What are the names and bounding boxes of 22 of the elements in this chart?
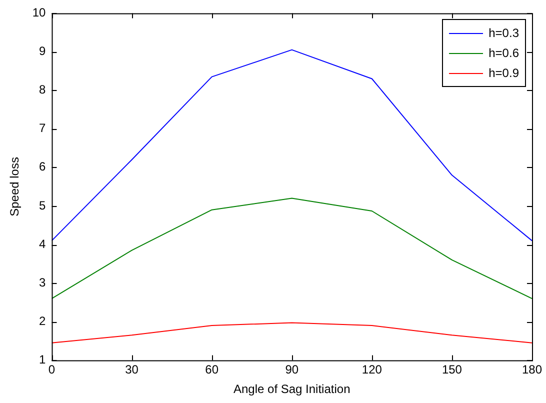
y-tick-label: 4 — [39, 236, 46, 251]
y-tick-label: 3 — [39, 275, 46, 290]
x-tick-label: 30 — [125, 362, 139, 377]
x-tick-label: 120 — [362, 362, 382, 377]
legend-label: h=0.3 — [488, 26, 519, 40]
x-tick-label: 150 — [442, 362, 462, 377]
x-tick-label: 180 — [522, 362, 542, 377]
y-tick-label: 10 — [32, 6, 46, 20]
y-tick-label: 2 — [39, 314, 46, 328]
x-tick-label: 60 — [205, 362, 219, 377]
x-axis-title: Angle of Sag Initiation — [234, 382, 350, 396]
legend-label: h=0.9 — [488, 66, 519, 80]
y-tick-label: 5 — [39, 198, 46, 212]
y-tick-label: 6 — [39, 160, 46, 174]
y-tick-label: 9 — [39, 44, 46, 58]
y-axis-title: Speed loss — [8, 157, 22, 216]
x-tick-label: 0 — [48, 362, 56, 377]
y-tick-label: 8 — [39, 82, 46, 97]
x-tick-label: 90 — [285, 362, 299, 377]
y-tick-label: 7 — [39, 121, 46, 136]
legend-label: h=0.6 — [488, 46, 519, 60]
y-tick-label: 1 — [39, 352, 46, 367]
